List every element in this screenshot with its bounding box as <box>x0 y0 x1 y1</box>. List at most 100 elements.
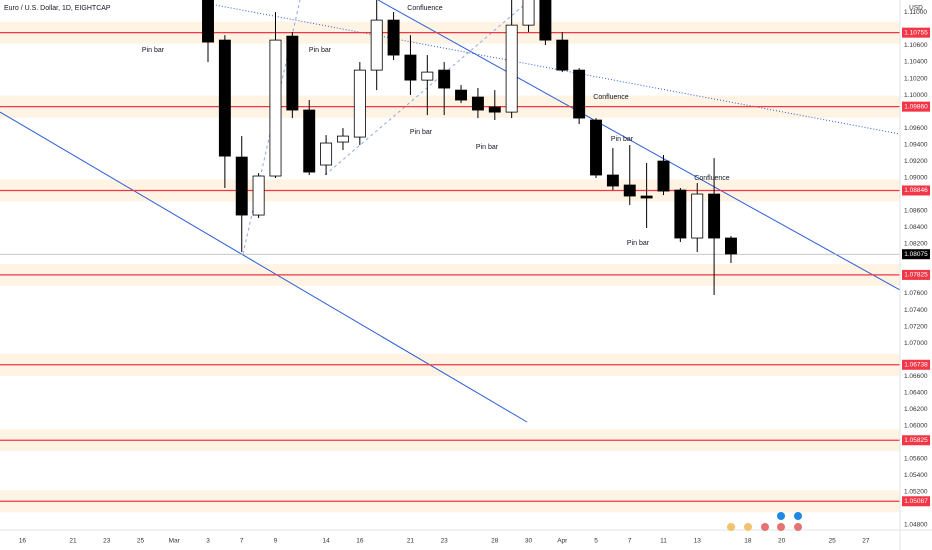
level-label: 1.10755 <box>904 29 928 36</box>
candle-body <box>370 19 383 71</box>
x-tick-label: 7 <box>240 538 244 545</box>
y-tick-label: 1.05400 <box>904 472 928 479</box>
candle-body <box>606 174 619 187</box>
level-label-box <box>902 269 930 280</box>
y-tick-label: 1.10000 <box>904 92 928 99</box>
x-tick-label: 16 <box>356 538 364 545</box>
candle-body <box>623 184 636 197</box>
y-tick-label: 1.09000 <box>904 174 928 181</box>
candle-body <box>691 193 704 239</box>
price-axis: 1.04800 1.05200 1.05400 1.05600 1.06000 1.062… <box>902 9 930 529</box>
candle-body <box>556 39 569 71</box>
candle-body <box>708 193 721 239</box>
x-tick-label: 20 <box>778 538 786 545</box>
candle-body <box>336 135 349 143</box>
x-tick-label: 7 <box>628 538 632 545</box>
candle-body <box>286 35 299 111</box>
event-icon <box>777 512 785 520</box>
y-tick-label: 1.07000 <box>904 340 928 347</box>
level-label: 1.05087 <box>904 498 928 505</box>
annotation: Pin bar <box>627 240 650 247</box>
y-tick-label: 1.10600 <box>904 42 928 49</box>
candle-body <box>640 195 653 199</box>
x-tick-label: Mar <box>169 538 181 545</box>
x-tick-label: Apr <box>557 538 568 545</box>
x-tick-label: 5 <box>594 538 598 545</box>
candle-body <box>387 19 400 56</box>
plot <box>0 0 900 502</box>
candle-body <box>320 142 333 166</box>
candle-body <box>252 175 265 216</box>
trend-line <box>0 111 528 423</box>
level-label-box <box>902 435 930 446</box>
level-label: 1.07825 <box>904 272 928 279</box>
candle-body <box>353 69 366 138</box>
x-tick-label: 23 <box>441 538 449 545</box>
level-label-box <box>902 496 930 507</box>
y-tick-label: 1.06600 <box>904 373 928 380</box>
candle-body <box>488 106 501 113</box>
event-icon <box>794 512 802 520</box>
y-tick-label: 1.07400 <box>904 307 928 314</box>
x-tick-label: 21 <box>69 538 77 545</box>
x-tick-label: 25 <box>137 538 145 545</box>
annotation: Confluence <box>694 175 730 182</box>
trend-line <box>377 0 900 291</box>
candle-body <box>269 39 282 177</box>
level-label: 1.09860 <box>904 103 928 110</box>
y-tick-label: 1.06400 <box>904 389 928 396</box>
annotations: Pin bar Pin bar Pin bar Pin bar Pin bar Pin b… <box>142 5 730 247</box>
x-tick-label: 18 <box>744 538 752 545</box>
level-label: 1.05825 <box>904 437 928 444</box>
candle-body <box>202 0 214 43</box>
annotation: Confluence <box>407 5 443 12</box>
candle-body <box>657 160 670 192</box>
annotation: Pin bar <box>410 129 433 136</box>
level-label: 1.06738 <box>904 361 928 368</box>
y-tick-label: 1.10400 <box>904 59 928 66</box>
y-tick-label: 1.05600 <box>904 456 928 463</box>
y-tick-label: 1.11000 <box>904 9 927 16</box>
annotation: Pin bar <box>309 47 332 54</box>
candle-body <box>421 71 434 81</box>
level-label-box <box>902 185 930 196</box>
candle-body <box>522 0 535 26</box>
candle-body <box>438 69 451 89</box>
y-tick-label: 1.04800 <box>904 522 928 529</box>
level-label-box <box>902 359 930 370</box>
y-tick-label: 1.05200 <box>904 489 928 496</box>
currency-label: USD <box>909 5 923 12</box>
y-tick-label: 1.06000 <box>904 423 928 430</box>
event-icon <box>744 523 752 531</box>
y-tick-label: 1.07600 <box>904 290 928 297</box>
chart-title: Euro / U.S. Dollar, 1D, EIGHTCAP <box>4 5 111 12</box>
candle-body <box>505 24 518 113</box>
candle-body <box>235 156 248 216</box>
trend-line-dotted <box>209 3 900 135</box>
event-icon <box>777 523 785 531</box>
y-tick-label: 1.08600 <box>904 208 928 215</box>
level-label-box <box>902 101 930 112</box>
candle-body <box>404 54 417 81</box>
y-tick-label: 1.07200 <box>904 323 928 330</box>
annotation: Confluence <box>593 94 629 101</box>
y-tick-label: 1.08200 <box>904 241 928 248</box>
level-label-box <box>902 27 930 38</box>
candle-body <box>471 96 484 111</box>
x-tick-label: 25 <box>829 538 837 545</box>
x-tick-label: 14 <box>322 538 330 545</box>
candle-body <box>573 69 586 119</box>
event-icon <box>761 523 769 531</box>
last-price-label: 1.08075 <box>904 251 928 258</box>
candle-body <box>218 39 231 157</box>
candle-body <box>724 237 737 255</box>
annotation: Pin bar <box>611 136 634 143</box>
y-tick-label: 1.09400 <box>904 141 928 148</box>
event-icons <box>727 512 802 531</box>
y-tick-label: 1.08400 <box>904 224 928 231</box>
y-tick-label: 1.09200 <box>904 158 928 165</box>
x-tick-label: 23 <box>103 538 111 545</box>
candle-body <box>303 109 316 173</box>
level-label: 1.08846 <box>904 187 928 194</box>
